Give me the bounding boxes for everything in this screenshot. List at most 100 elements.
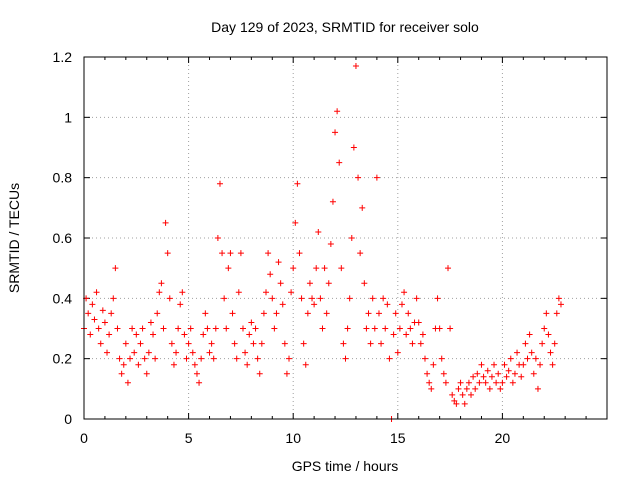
data-point bbox=[518, 373, 525, 380]
data-point bbox=[392, 310, 399, 317]
data-point bbox=[313, 265, 320, 272]
data-point bbox=[152, 355, 159, 362]
data-point bbox=[380, 295, 387, 302]
data-point bbox=[468, 391, 475, 398]
data-point bbox=[179, 289, 186, 296]
data-point bbox=[204, 325, 211, 332]
data-point bbox=[350, 144, 357, 151]
data-point bbox=[252, 325, 259, 332]
data-point bbox=[332, 129, 339, 136]
data-point bbox=[127, 355, 134, 362]
data-point bbox=[206, 349, 213, 356]
x-tick-label: 15 bbox=[390, 430, 406, 446]
data-point bbox=[545, 331, 552, 338]
data-point bbox=[478, 361, 485, 368]
data-point bbox=[311, 301, 318, 308]
data-point bbox=[528, 349, 535, 356]
grid bbox=[84, 57, 607, 419]
data-point bbox=[371, 325, 378, 332]
data-point bbox=[124, 379, 131, 386]
data-point bbox=[175, 325, 182, 332]
data-point bbox=[221, 295, 228, 302]
data-point bbox=[409, 340, 416, 347]
data-point bbox=[346, 295, 353, 302]
data-point bbox=[472, 385, 479, 392]
data-point bbox=[101, 319, 108, 326]
data-point bbox=[235, 289, 242, 296]
data-point bbox=[254, 355, 261, 362]
data-point bbox=[419, 331, 426, 338]
data-point bbox=[154, 310, 161, 317]
data-point bbox=[549, 361, 556, 368]
data-point bbox=[451, 397, 458, 404]
data-point bbox=[455, 385, 462, 392]
data-point bbox=[555, 295, 562, 302]
data-point bbox=[457, 379, 464, 386]
data-point bbox=[543, 310, 550, 317]
data-point bbox=[185, 340, 192, 347]
data-point bbox=[396, 325, 403, 332]
data-point bbox=[87, 331, 94, 338]
data-point bbox=[378, 340, 385, 347]
data-point bbox=[120, 361, 127, 368]
data-point bbox=[290, 265, 297, 272]
data-point bbox=[216, 180, 223, 187]
data-point bbox=[137, 340, 144, 347]
data-point bbox=[277, 280, 284, 287]
data-point bbox=[534, 385, 541, 392]
y-tick-label: 0.2 bbox=[53, 351, 73, 367]
data-point bbox=[273, 310, 280, 317]
data-point bbox=[246, 331, 253, 338]
data-point bbox=[340, 340, 347, 347]
data-point bbox=[89, 301, 96, 308]
data-point bbox=[357, 250, 364, 257]
data-point bbox=[352, 63, 359, 70]
data-point bbox=[325, 280, 332, 287]
data-point bbox=[160, 325, 167, 332]
data-point bbox=[421, 355, 428, 362]
y-tick-label: 0.4 bbox=[53, 290, 73, 306]
data-point bbox=[114, 325, 121, 332]
data-point bbox=[465, 379, 472, 386]
data-point bbox=[365, 310, 372, 317]
data-point bbox=[327, 241, 334, 248]
data-point bbox=[476, 379, 483, 386]
data-point bbox=[359, 204, 366, 211]
data-point bbox=[85, 310, 92, 317]
data-point bbox=[200, 331, 207, 338]
data-point bbox=[309, 295, 316, 302]
data-point bbox=[189, 349, 196, 356]
data-point bbox=[250, 340, 257, 347]
y-tick-label: 0.6 bbox=[53, 230, 73, 246]
data-point bbox=[363, 325, 370, 332]
data-point bbox=[298, 295, 305, 302]
data-point bbox=[336, 159, 343, 166]
data-point bbox=[509, 379, 516, 386]
data-point bbox=[164, 250, 171, 257]
data-point bbox=[143, 370, 150, 377]
data-point bbox=[495, 370, 502, 377]
data-point bbox=[390, 331, 397, 338]
data-point bbox=[488, 373, 495, 380]
data-point bbox=[436, 325, 443, 332]
data-point bbox=[413, 295, 420, 302]
data-point bbox=[173, 349, 180, 356]
data-point bbox=[198, 355, 205, 362]
data-point bbox=[373, 174, 380, 181]
data-point bbox=[244, 361, 251, 368]
data-point bbox=[183, 355, 190, 362]
data-point bbox=[156, 289, 163, 296]
data-point bbox=[145, 349, 152, 356]
data-point bbox=[484, 367, 491, 374]
data-point bbox=[447, 325, 454, 332]
data-point bbox=[522, 340, 529, 347]
data-point bbox=[511, 370, 518, 377]
data-point bbox=[547, 349, 554, 356]
data-point bbox=[275, 259, 282, 266]
data-point bbox=[225, 265, 232, 272]
data-point bbox=[296, 250, 303, 257]
data-point bbox=[382, 325, 389, 332]
data-point bbox=[403, 331, 410, 338]
data-point bbox=[267, 271, 274, 278]
